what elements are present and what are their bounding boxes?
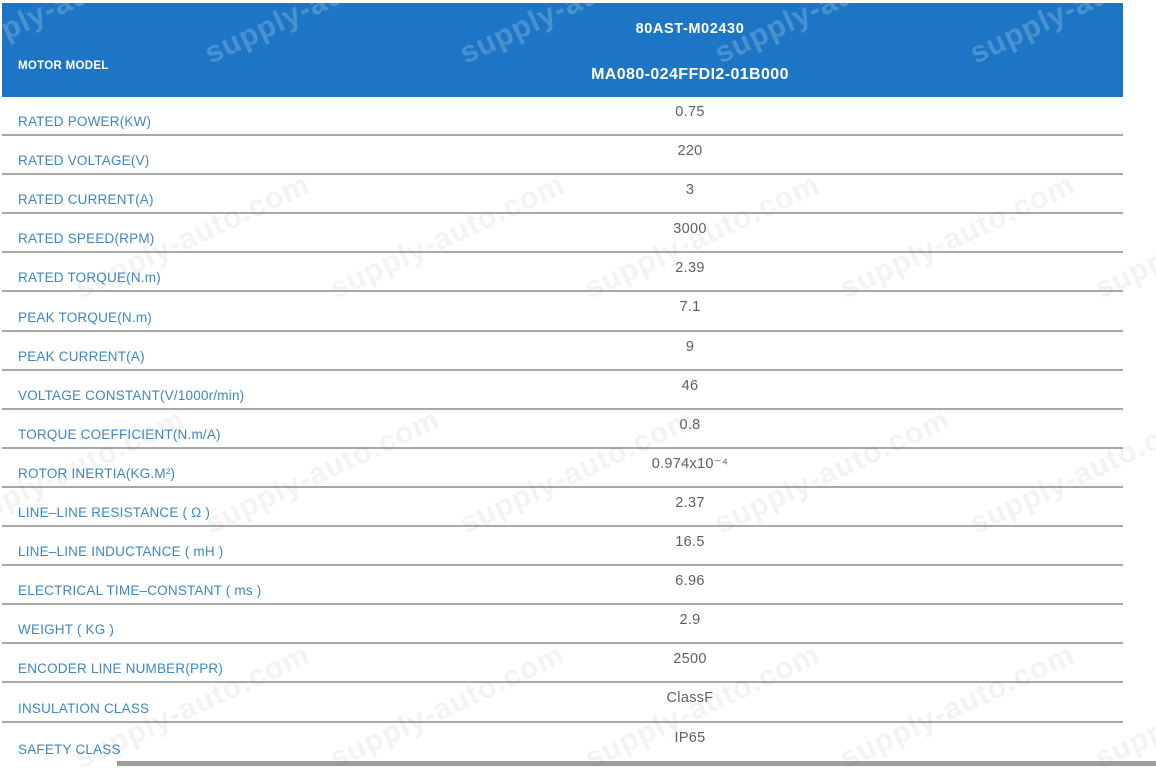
model-number: MA080-024FFDI2-01B000	[591, 66, 789, 83]
spec-value: 2.39	[675, 260, 705, 277]
spec-value-cell: 7.1	[560, 292, 820, 329]
spec-label: TORQUE COEFFICIENT(N.m/A)	[18, 426, 221, 442]
spec-label-cell: WEIGHT ( KG )	[2, 605, 560, 642]
spec-label-cell: TORQUE COEFFICIENT(N.m/A)	[2, 410, 560, 447]
spec-label-cell: RATED VOLTAGE(V)	[2, 136, 560, 173]
spec-row: TORQUE COEFFICIENT(N.m/A) 0.8	[2, 410, 1123, 449]
spec-value-cell: 9	[560, 332, 820, 369]
spec-row: SAFETY CLASS IP65	[2, 723, 1123, 762]
spec-value-cell: IP65	[560, 723, 820, 762]
spec-value-cell: 2.9	[560, 605, 820, 642]
spec-value-cell: 0.75	[560, 97, 820, 134]
model-series: 80AST-M02430	[635, 21, 745, 37]
spec-value: 0.75	[675, 104, 705, 120]
header-value-cell: 80AST-M02430 MA080-024FFDI2-01B000	[560, 3, 820, 97]
spec-row: RATED TORQUE(N.m) 2.39	[2, 253, 1123, 293]
spec-label: RATED VOLTAGE(V)	[18, 153, 150, 169]
spec-value-cell: 2.39	[560, 253, 820, 290]
spec-label-cell: RATED SPEED(RPM)	[2, 214, 560, 251]
spec-row: RATED CURRENT(A) 3	[2, 175, 1123, 215]
spec-value-cell: 46	[560, 371, 820, 408]
spec-label-cell: RATED POWER(KW)	[2, 97, 560, 134]
spec-value-cell: 16.5	[560, 527, 820, 564]
spec-row: RATED VOLTAGE(V) 220	[2, 136, 1123, 176]
spec-label-cell: RATED CURRENT(A)	[2, 175, 560, 212]
spec-value-cell: 0.8	[560, 410, 820, 447]
spec-value: 16.5	[675, 534, 705, 551]
spec-value-cell: 0.974x10⁻⁴	[560, 449, 820, 486]
spec-row: ELECTRICAL TIME–CONSTANT ( ms ) 6.96	[2, 566, 1123, 606]
spec-label: ENCODER LINE NUMBER(PPR)	[18, 661, 224, 677]
spec-value: 3000	[673, 221, 707, 238]
spec-value: 3	[685, 182, 695, 199]
spec-label-cell: ELECTRICAL TIME–CONSTANT ( ms )	[2, 566, 560, 603]
spec-value: 2500	[673, 651, 707, 668]
spec-label: ROTOR INERTIA(KG.M²)	[18, 465, 176, 481]
spec-value: ClassF	[666, 690, 714, 707]
spec-label-cell: LINE–LINE INDUCTANCE ( mH )	[2, 527, 560, 564]
spec-value: 9	[685, 338, 695, 355]
spec-label: VOLTAGE CONSTANT(V/1000r/min)	[18, 387, 245, 403]
spec-label: RATED CURRENT(A)	[18, 192, 154, 208]
spec-label: PEAK CURRENT(A)	[18, 348, 145, 364]
spec-label-cell: RATED TORQUE(N.m)	[2, 253, 560, 290]
spec-value-cell: 3000	[560, 214, 820, 251]
spec-row: WEIGHT ( KG ) 2.9	[2, 605, 1123, 645]
spec-value: 2.37	[675, 494, 705, 511]
spec-value-cell: 220	[560, 136, 820, 173]
spec-value-cell: 2500	[560, 644, 820, 681]
spec-value-cell: 2.37	[560, 488, 820, 525]
spec-row: RATED POWER(KW) 0.75	[2, 97, 1123, 137]
motor-spec-table: MOTOR MODEL 80AST-M02430 MA080-024FFDI2-…	[2, 3, 1123, 762]
spec-label-cell: PEAK CURRENT(A)	[2, 332, 560, 369]
spec-rows: RATED POWER(KW) 0.75 RATED VOLTAGE(V) 22…	[2, 97, 1123, 762]
spec-row: RATED SPEED(RPM) 3000	[2, 214, 1123, 254]
spec-label: LINE–LINE INDUCTANCE ( mH )	[18, 544, 224, 560]
spec-value: 220	[677, 143, 703, 160]
spec-value: 7.1	[679, 299, 701, 316]
spec-label: RATED POWER(KW)	[18, 114, 152, 130]
bottom-divider	[117, 761, 1156, 766]
motor-model-header-label: MOTOR MODEL	[18, 60, 109, 72]
spec-label: WEIGHT ( KG )	[18, 622, 115, 638]
spec-value: 2.9	[679, 612, 701, 629]
spec-row: LINE–LINE INDUCTANCE ( mH ) 16.5	[2, 527, 1123, 567]
spec-label: INSULATION CLASS	[18, 700, 150, 716]
spec-value: 0.974x10⁻⁴	[651, 455, 729, 472]
table-header: MOTOR MODEL 80AST-M02430 MA080-024FFDI2-…	[2, 3, 1123, 97]
spec-label-cell: PEAK TORQUE(N.m)	[2, 292, 560, 329]
spec-label: RATED SPEED(RPM)	[18, 231, 155, 247]
spec-value: 0.8	[679, 416, 701, 433]
spec-label-cell: SAFETY CLASS	[2, 723, 560, 762]
spec-label-cell: ENCODER LINE NUMBER(PPR)	[2, 644, 560, 681]
spec-row: PEAK TORQUE(N.m) 7.1	[2, 292, 1123, 332]
spec-label: PEAK TORQUE(N.m)	[18, 309, 152, 325]
spec-value-cell: 6.96	[560, 566, 820, 603]
spec-value: 46	[681, 377, 699, 394]
spec-row: INSULATION CLASS ClassF	[2, 683, 1123, 723]
spec-label-cell: INSULATION CLASS	[2, 683, 560, 720]
spec-label-cell: ROTOR INERTIA(KG.M²)	[2, 449, 560, 486]
spec-row: PEAK CURRENT(A) 9	[2, 332, 1123, 371]
spec-row: ENCODER LINE NUMBER(PPR) 2500	[2, 644, 1123, 684]
spec-label: ELECTRICAL TIME–CONSTANT ( ms )	[18, 583, 262, 599]
spec-value-cell: 3	[560, 175, 820, 212]
spec-label: SAFETY CLASS	[18, 741, 121, 757]
spec-value: IP65	[674, 729, 706, 746]
spec-value: 6.96	[675, 573, 705, 590]
spec-row: VOLTAGE CONSTANT(V/1000r/min) 46	[2, 371, 1123, 410]
spec-label: RATED TORQUE(N.m)	[18, 270, 161, 286]
header-label-cell: MOTOR MODEL	[2, 3, 560, 97]
spec-label: LINE–LINE RESISTANCE ( Ω )	[18, 505, 211, 521]
spec-value-cell: ClassF	[560, 683, 820, 720]
spec-label-cell: VOLTAGE CONSTANT(V/1000r/min)	[2, 371, 560, 408]
spec-label-cell: LINE–LINE RESISTANCE ( Ω )	[2, 488, 560, 525]
spec-row: LINE–LINE RESISTANCE ( Ω ) 2.37	[2, 488, 1123, 528]
spec-row: ROTOR INERTIA(KG.M²) 0.974x10⁻⁴	[2, 449, 1123, 488]
